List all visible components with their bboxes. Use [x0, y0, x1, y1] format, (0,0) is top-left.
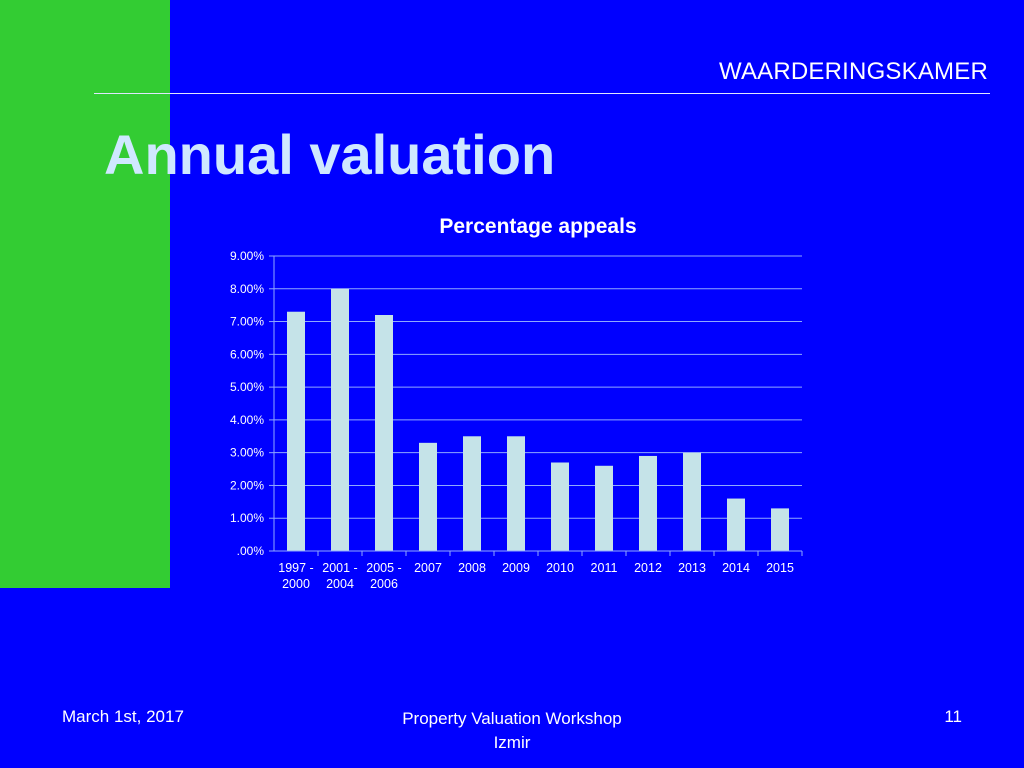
slide-title: Annual valuation	[104, 123, 556, 186]
x-tick-label: 1997 -	[278, 561, 313, 575]
bar	[771, 508, 789, 551]
bar	[375, 315, 393, 551]
x-tick-label: 2015	[766, 561, 794, 575]
bar	[595, 465, 613, 551]
bar	[683, 452, 701, 551]
y-tick-label: 8.00%	[230, 282, 264, 296]
green-accent-bar	[0, 0, 170, 588]
bar	[331, 288, 349, 551]
bar	[507, 436, 525, 551]
bar	[463, 436, 481, 551]
y-tick-label: 5.00%	[230, 380, 264, 394]
x-tick-label: 2000	[282, 577, 310, 591]
page-number: 11	[944, 707, 962, 726]
footer-event-line2: Izmir	[493, 733, 531, 752]
x-tick-label: 2009	[502, 561, 530, 575]
x-tick-label: 2006	[370, 577, 398, 591]
percentage-appeals-chart: Percentage appeals .00% 1.00% 2.00% 3.00% 4.0…	[200, 205, 820, 605]
y-tick-label: 2.00%	[230, 478, 264, 492]
y-tick-label: 7.00%	[230, 315, 264, 329]
x-tick-label: 2013	[678, 561, 706, 575]
x-tick-label: 2005 -	[366, 561, 401, 575]
x-tick-label: 2010	[546, 561, 574, 575]
y-tick-label: .00%	[237, 544, 265, 558]
y-tick-label: 9.00%	[230, 249, 264, 263]
y-tick-label: 6.00%	[230, 347, 264, 361]
bar	[419, 442, 437, 551]
x-tick-label: 2012	[634, 561, 662, 575]
footer-event: Property Valuation Workshop Izmir	[362, 707, 662, 755]
header-divider	[94, 93, 990, 94]
chart-svg: Percentage appeals .00% 1.00% 2.00% 3.00% 4.0…	[230, 215, 803, 591]
bar	[639, 455, 657, 551]
bar	[287, 311, 305, 551]
footer-event-line1: Property Valuation Workshop	[402, 709, 622, 728]
footer-date: March 1st, 2017	[62, 707, 184, 726]
organization-name: WAARDERINGSKAMER	[718, 58, 988, 85]
x-tick-label: 2008	[458, 561, 486, 575]
x-tick-label: 2001 -	[322, 561, 357, 575]
x-tick-label: 2004	[326, 577, 354, 591]
x-tick-label: 2014	[722, 561, 750, 575]
y-tick-label: 1.00%	[230, 511, 264, 525]
y-tick-label: 4.00%	[230, 413, 264, 427]
bar	[727, 498, 745, 551]
y-tick-label: 3.00%	[230, 446, 264, 460]
x-tick-label: 2011	[591, 561, 618, 575]
x-tick-label: 2007	[414, 561, 442, 575]
chart-title: Percentage appeals	[439, 215, 636, 238]
bar	[551, 462, 569, 551]
